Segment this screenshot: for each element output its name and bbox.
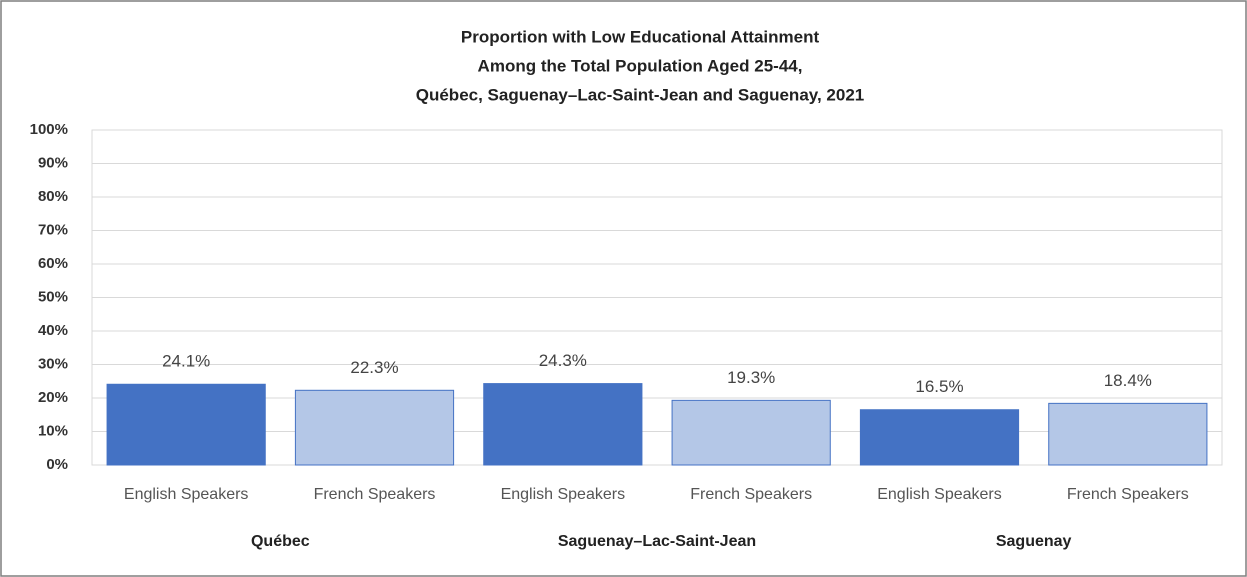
y-tick-label: 80% (38, 188, 68, 205)
group-label: Québec (251, 533, 310, 550)
group-label: Saguenay (996, 533, 1072, 550)
value-label: 22.3% (350, 358, 398, 377)
value-label: 24.3% (539, 351, 587, 370)
plot-border (91, 129, 1223, 466)
chart-title: Proportion with Low Educational Attainme… (461, 27, 820, 46)
x-tick-label: English Speakers (501, 486, 626, 503)
y-tick-label: 0% (46, 456, 68, 473)
bar (483, 383, 643, 466)
x-tick-label: French Speakers (1067, 486, 1189, 503)
bar (859, 409, 1020, 466)
y-tick-label: 90% (38, 154, 68, 171)
value-label: 19.3% (727, 368, 775, 387)
bar (1048, 402, 1208, 466)
y-tick-label: 60% (38, 255, 68, 272)
value-label: 16.5% (915, 377, 963, 396)
bar (106, 383, 266, 466)
bar (294, 389, 455, 466)
x-tick-label: English Speakers (877, 486, 1002, 503)
x-tick-label: French Speakers (690, 486, 812, 503)
y-tick-label: 70% (38, 221, 68, 238)
x-tick-label: English Speakers (124, 486, 249, 503)
y-tick-label: 10% (38, 422, 68, 439)
value-label: 24.1% (162, 352, 210, 371)
y-tick-label: 100% (30, 121, 68, 138)
y-tick-label: 20% (38, 389, 68, 406)
y-tick-label: 30% (38, 355, 68, 372)
y-tick-label: 50% (38, 288, 68, 305)
chart-title: Québec, Saguenay–Lac-Saint-Jean and Sagu… (416, 85, 864, 104)
chart-title: Among the Total Population Aged 25-44, (478, 56, 803, 75)
group-label: Saguenay–Lac-Saint-Jean (558, 533, 756, 550)
value-label: 18.4% (1104, 371, 1152, 390)
x-tick-label: French Speakers (314, 486, 436, 503)
y-tick-label: 40% (38, 322, 68, 339)
bar (671, 399, 831, 466)
